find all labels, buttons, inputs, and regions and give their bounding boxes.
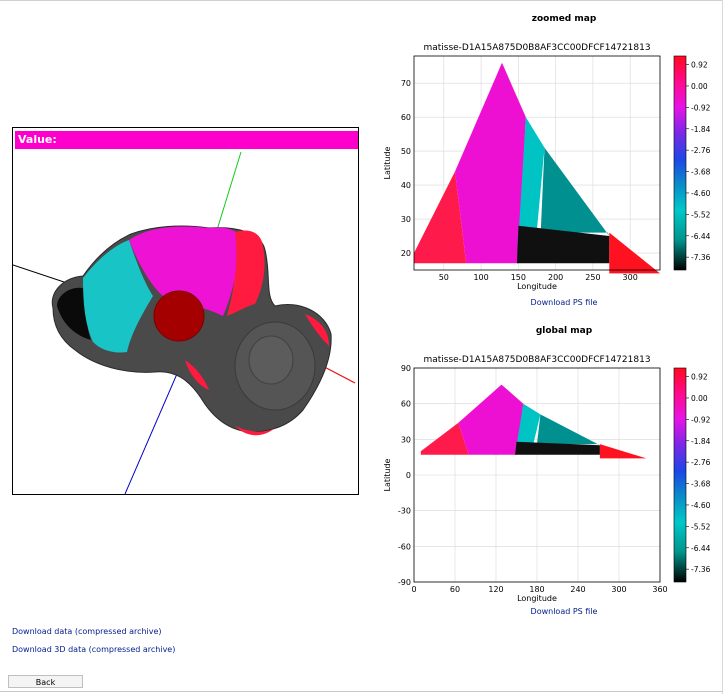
zoom-ylabel: Latitude	[383, 146, 392, 179]
zoom-cbar-label-5: -3.68	[691, 168, 710, 177]
3d-scene	[13, 151, 356, 494]
global-xtick-label-0: 0	[411, 585, 416, 594]
back-button[interactable]: Back	[8, 675, 83, 688]
global-ytick-label-4: -30	[398, 507, 411, 516]
global-plot-frame	[413, 367, 661, 583]
zoom-ytick-label-1: 30	[401, 215, 411, 224]
zoom-chart-title: matisse-D1A15A875D0B8AF3CC00DFCF14721813	[423, 43, 650, 53]
zoom-cbar-label-2: -0.92	[691, 103, 710, 112]
zoom-cbar-label-8: -6.44	[691, 232, 710, 241]
zoom-xtick-label-3: 200	[548, 273, 563, 282]
global-map-plot: matisse-D1A15A875D0B8AF3CC00DFCF14721813…	[383, 355, 710, 603]
global-chart-title: matisse-D1A15A875D0B8AF3CC00DFCF14721813	[423, 355, 650, 365]
top-border	[0, 0, 723, 1]
global-ytick-label-1: 60	[401, 400, 411, 409]
zoomed-map-title: zoomed map	[531, 14, 597, 24]
comet-magenta-region	[129, 226, 241, 316]
zoom-xtick-label-1: 100	[473, 273, 488, 282]
global-cbar-label-7: -5.52	[691, 522, 710, 531]
global-xtick-label-6: 360	[652, 585, 667, 594]
zoom-ytick-label-4: 60	[401, 113, 411, 122]
comet-cyan-region	[83, 240, 153, 353]
comet-shadow	[57, 287, 91, 340]
zoom-region-4	[516, 225, 610, 264]
3d-viewer[interactable]: Value:	[12, 127, 359, 495]
global-ytick-label-5: -60	[398, 542, 411, 551]
zoom-cbar-label-7: -5.52	[691, 210, 710, 219]
zoom-ytick-label-5: 70	[401, 79, 411, 88]
global-ytick-label-3: 0	[406, 471, 411, 480]
global-region-4	[515, 441, 600, 455]
global-download-ps-link[interactable]: Download PS file	[530, 607, 598, 616]
global-ytick-label-0: 90	[401, 364, 411, 373]
zoom-xtick-label-4: 250	[585, 273, 600, 282]
global-cbar-label-1: 0.00	[691, 394, 708, 403]
comet-red-edge	[305, 314, 329, 346]
zoom-region-1	[455, 62, 526, 264]
zoom-cbar-label-4: -2.76	[691, 146, 710, 155]
bottom-border	[0, 691, 723, 692]
zoom-ytick-label-0: 20	[401, 249, 411, 258]
zoom-cbar-label-1: 0.00	[691, 82, 708, 91]
zoom-xtick-label-5: 300	[623, 273, 638, 282]
comet-crater	[248, 335, 294, 385]
global-xtick-label-4: 240	[570, 585, 585, 594]
zoom-ytick-label-2: 40	[401, 181, 411, 190]
z-axis-line	[124, 359, 184, 494]
global-region-1	[458, 384, 524, 455]
global-cbar-label-2: -0.92	[691, 415, 710, 424]
zoom-colorbar	[673, 55, 687, 271]
download-data-link[interactable]: Download data (compressed archive)	[12, 627, 162, 636]
zoom-region-3	[540, 147, 610, 236]
global-region-5	[599, 444, 647, 459]
global-ylabel: Latitude	[383, 458, 392, 491]
global-cbar-label-9: -7.36	[691, 565, 710, 574]
download-3d-data-link[interactable]: Download 3D data (compressed archive)	[12, 645, 176, 654]
selection-sphere[interactable]	[153, 290, 205, 342]
global-xtick-label-2: 120	[488, 585, 503, 594]
zoom-xtick-label-0: 50	[439, 273, 449, 282]
zoom-plot-frame	[413, 55, 661, 271]
global-xtick-label-1: 60	[450, 585, 460, 594]
global-ytick-label-6: -90	[398, 578, 411, 587]
global-xtick-label-5: 300	[611, 585, 626, 594]
zoomed-map-plot: matisse-D1A15A875D0B8AF3CC00DFCF14721813…	[383, 43, 710, 291]
global-region-0	[420, 422, 469, 455]
zoomed-download-ps-link[interactable]: Download PS file	[530, 298, 598, 307]
zoom-cbar-label-0: 0.92	[691, 61, 708, 70]
zoom-cbar-label-3: -1.84	[691, 125, 710, 134]
global-cbar-label-6: -4.60	[691, 501, 710, 510]
global-ytick-label-2: 30	[401, 435, 411, 444]
comet-red-edge-2	[185, 360, 209, 390]
zoom-region-0	[414, 171, 467, 264]
global-xlabel: Longitude	[517, 594, 557, 603]
comet-red-edge-3	[235, 426, 275, 436]
global-cbar-label-3: -1.84	[691, 437, 710, 446]
zoom-xtick-label-2: 150	[511, 273, 526, 282]
zoom-cbar-label-6: -4.60	[691, 189, 710, 198]
value-bar: Value:	[15, 131, 358, 149]
comet-red-region	[227, 230, 265, 316]
global-cbar-label-8: -6.44	[691, 544, 710, 553]
global-cbar-label-0: 0.92	[691, 373, 708, 382]
global-cbar-label-4: -2.76	[691, 458, 710, 467]
zoom-ytick-label-3: 50	[401, 147, 411, 156]
global-colorbar	[673, 367, 687, 583]
global-xtick-label-3: 180	[529, 585, 544, 594]
global-region-3	[537, 414, 600, 446]
zoom-xlabel: Longitude	[517, 282, 557, 291]
global-cbar-label-5: -3.68	[691, 480, 710, 489]
global-map-title: global map	[535, 326, 593, 336]
zoom-cbar-label-9: -7.36	[691, 253, 710, 262]
